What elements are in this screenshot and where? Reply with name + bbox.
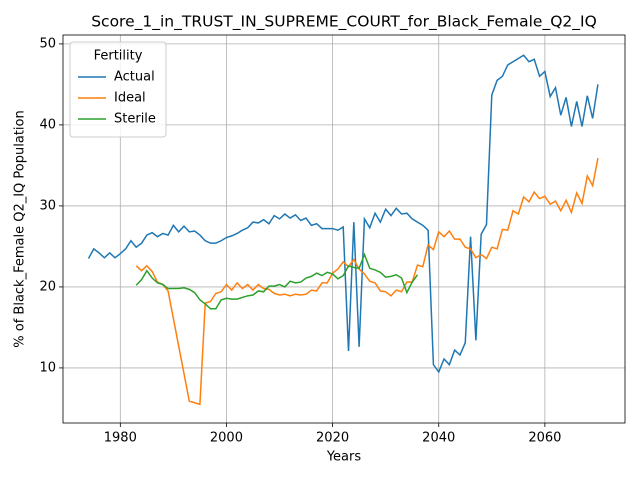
y-tick-label: 50: [39, 36, 56, 51]
series-line: [87, 54, 599, 374]
y-tick-label: 20: [39, 279, 56, 294]
x-tick-label: 1980: [104, 431, 137, 446]
legend-label: Actual: [114, 70, 155, 85]
legend-title: Fertility: [94, 49, 143, 64]
legend-box: [69, 41, 167, 138]
series-line: [135, 252, 419, 310]
chart-title: Score_1_in_TRUST_IN_SUPREME_COURT_for_Bl…: [91, 13, 597, 32]
x-tick-label: 2060: [528, 431, 561, 446]
x-tick-label: 2040: [422, 431, 455, 446]
series-line: [135, 157, 599, 406]
y-tick-label: 30: [39, 198, 56, 213]
x-axis-label: Years: [326, 450, 362, 465]
x-tick-label: 2000: [210, 431, 243, 446]
legend-label: Ideal: [114, 91, 146, 106]
y-tick-label: 10: [39, 360, 56, 375]
x-tick-label: 2020: [316, 431, 349, 446]
plot-frame: [62, 34, 626, 424]
y-tick-label: 40: [39, 117, 56, 132]
legend-label: Sterile: [114, 112, 156, 127]
y-axis-label: % of Black_Female Q2_IQ Population: [13, 110, 28, 347]
